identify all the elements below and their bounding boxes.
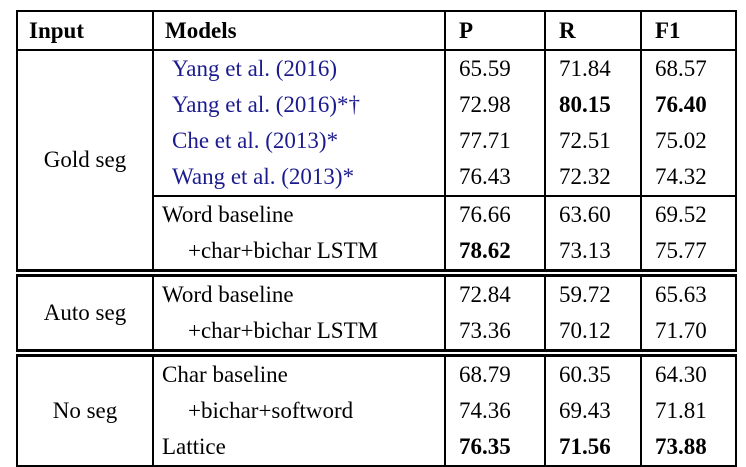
model-name: Word baseline <box>152 196 446 233</box>
section-gold-seg: Gold seg Yang et al. (2016) 65.59 71.84 … <box>16 50 737 273</box>
p-value: 65.59 <box>444 50 546 87</box>
model-name: Char baseline <box>152 349 446 393</box>
r-value: 69.43 <box>544 393 642 429</box>
table-row: Yang et al. (2016)*† 72.98 80.15 76.40 <box>17 87 737 123</box>
results-table: Input Models P R F1 Gold seg Yang et al.… <box>16 10 737 467</box>
p-value: 76.35 <box>444 429 546 466</box>
model-name: Word baseline <box>152 269 446 313</box>
section-auto-seg: Auto seg Word baseline 72.84 59.72 65.63… <box>16 269 737 353</box>
citation-link[interactable]: Yang et al. (2016) <box>152 50 446 87</box>
model-name: +char+bichar LSTM <box>152 233 446 273</box>
r-value: 60.35 <box>544 349 642 393</box>
f1-value: 64.30 <box>640 349 737 393</box>
input-label-auto-seg: Auto seg <box>16 269 154 353</box>
section-no-seg: No seg Char baseline 68.79 60.35 64.30 +… <box>16 349 737 466</box>
p-value: 76.43 <box>444 159 546 197</box>
model-name: +bichar+softword <box>152 393 446 429</box>
p-value: 73.36 <box>444 313 546 353</box>
table-row: Lattice 76.35 71.56 73.88 <box>17 429 737 466</box>
column-header-input: Input <box>16 11 154 51</box>
r-value: 73.13 <box>544 233 642 273</box>
table-row: +char+bichar LSTM 78.62 73.13 75.77 <box>17 233 737 273</box>
table-row: Che et al. (2013)* 77.71 72.51 75.02 <box>17 123 737 159</box>
f1-value: 69.52 <box>640 196 737 233</box>
f1-value: 76.40 <box>640 87 737 123</box>
column-header-f1: F1 <box>640 11 737 51</box>
r-value: 72.32 <box>544 159 642 197</box>
citation-link[interactable]: Wang et al. (2013)* <box>152 159 446 197</box>
f1-value: 75.77 <box>640 233 737 273</box>
r-value: 63.60 <box>544 196 642 233</box>
f1-value: 65.63 <box>640 269 737 313</box>
p-value: 68.79 <box>444 349 546 393</box>
citation-link[interactable]: Che et al. (2013)* <box>152 123 446 159</box>
p-value: 72.98 <box>444 87 546 123</box>
r-value: 59.72 <box>544 269 642 313</box>
column-header-p: P <box>444 11 546 51</box>
input-label-gold-seg: Gold seg <box>16 50 154 273</box>
r-value: 71.56 <box>544 429 642 466</box>
header-row: Input Models P R F1 <box>16 11 737 51</box>
column-header-r: R <box>544 11 642 51</box>
f1-value: 75.02 <box>640 123 737 159</box>
table-row: Wang et al. (2013)* 76.43 72.32 74.32 <box>17 159 737 197</box>
model-name: +char+bichar LSTM <box>152 313 446 353</box>
r-value: 80.15 <box>544 87 642 123</box>
f1-value: 73.88 <box>640 429 737 466</box>
model-name: Lattice <box>152 429 446 466</box>
table-row: No seg Char baseline 68.79 60.35 64.30 <box>16 349 737 466</box>
f1-value: 74.32 <box>640 159 737 197</box>
table-row: Auto seg Word baseline 72.84 59.72 65.63 <box>16 269 737 353</box>
p-value: 78.62 <box>444 233 546 273</box>
table-header: Input Models P R F1 <box>16 11 737 51</box>
r-value: 71.84 <box>544 50 642 87</box>
r-value: 70.12 <box>544 313 642 353</box>
table-row: Word baseline 76.66 63.60 69.52 <box>17 196 737 233</box>
f1-value: 71.81 <box>640 393 737 429</box>
table-row: +bichar+softword 74.36 69.43 71.81 <box>17 393 737 429</box>
input-label-no-seg: No seg <box>16 349 154 466</box>
p-value: 72.84 <box>444 269 546 313</box>
f1-value: 71.70 <box>640 313 737 353</box>
table-row: +char+bichar LSTM 73.36 70.12 71.70 <box>17 313 737 353</box>
f1-value: 68.57 <box>640 50 737 87</box>
column-header-models: Models <box>152 11 446 51</box>
p-value: 76.66 <box>444 196 546 233</box>
p-value: 77.71 <box>444 123 546 159</box>
p-value: 74.36 <box>444 393 546 429</box>
table-row: Gold seg Yang et al. (2016) 65.59 71.84 … <box>16 50 737 273</box>
r-value: 72.51 <box>544 123 642 159</box>
citation-link[interactable]: Yang et al. (2016)*† <box>152 87 446 123</box>
